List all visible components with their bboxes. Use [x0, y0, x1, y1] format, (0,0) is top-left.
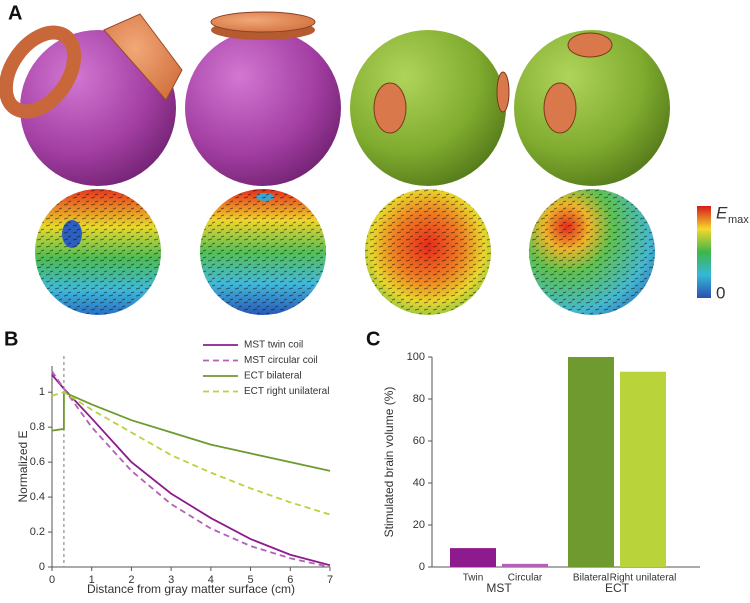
series-line [51, 370, 331, 568]
y-tick-label: 0.4 [30, 491, 45, 503]
legend-label: MST circular coil [244, 355, 318, 366]
y-tick-label: 40 [413, 477, 425, 489]
y-tick-label: 80 [413, 393, 425, 405]
y-tick-label: 100 [407, 351, 425, 363]
sphere [514, 30, 670, 186]
coil [103, 13, 183, 101]
electrode [567, 32, 613, 58]
bar [568, 357, 614, 567]
series-line [51, 391, 331, 516]
x-tick-label: Right unilateral [610, 573, 677, 584]
x-tick-label: 6 [287, 574, 293, 586]
sphere [185, 30, 341, 186]
sphere [350, 30, 506, 186]
colorbar-max: E [716, 203, 728, 222]
panel-label: C [366, 328, 380, 350]
x-tick-label: 2 [128, 574, 134, 586]
electrode [543, 82, 577, 134]
field-arrows [35, 189, 655, 315]
legend-label: ECT bilateral [244, 371, 302, 382]
series-line [51, 374, 331, 567]
coil [0, 25, 82, 119]
panel-label: B [4, 328, 18, 350]
legend-label: MST twin coil [244, 340, 303, 351]
x-tick-label: Twin [463, 573, 484, 584]
bar [620, 371, 666, 567]
x-tick-label: Circular [508, 573, 543, 584]
y-tick-label: 0.6 [30, 456, 45, 468]
x-tick-label: 7 [327, 574, 333, 586]
y-axis-label: Stimulated brain volume (%) [382, 387, 396, 538]
y-tick-label: 1 [39, 386, 45, 398]
y-axis-label: Normalized E [16, 430, 30, 502]
x-tick-label: 3 [168, 574, 174, 586]
group-label: ECT [605, 581, 630, 595]
colorbar [697, 206, 711, 298]
x-tick-label: Bilateral [573, 573, 609, 584]
coil [210, 11, 316, 33]
x-tick-label: 0 [49, 574, 55, 586]
y-tick-label: 0.8 [30, 421, 45, 433]
panel-a: A E max 0 [0, 2, 749, 315]
x-axis-label: Distance from gray matter surface (cm) [87, 582, 295, 596]
panel-label: A [8, 2, 22, 24]
x-tick-label: 4 [208, 574, 214, 586]
y-tick-label: 0 [39, 561, 45, 573]
y-tick-label: 60 [413, 435, 425, 447]
y-tick-label: 0.2 [30, 526, 45, 538]
x-tick-label: 1 [89, 574, 95, 586]
y-tick-label: 0 [419, 561, 425, 573]
series-line [51, 390, 331, 472]
colorbar-min: 0 [716, 283, 725, 302]
bar [450, 548, 496, 567]
y-tick-label: 20 [413, 519, 425, 531]
sphere [20, 30, 176, 186]
electrode [373, 82, 407, 134]
x-tick-label: 5 [248, 574, 254, 586]
electrode [496, 71, 510, 113]
bar [502, 563, 548, 567]
legend-label: ECT right unilateral [244, 386, 329, 397]
colorbar-max-sub: max [728, 214, 749, 226]
group-label: MST [486, 581, 512, 595]
